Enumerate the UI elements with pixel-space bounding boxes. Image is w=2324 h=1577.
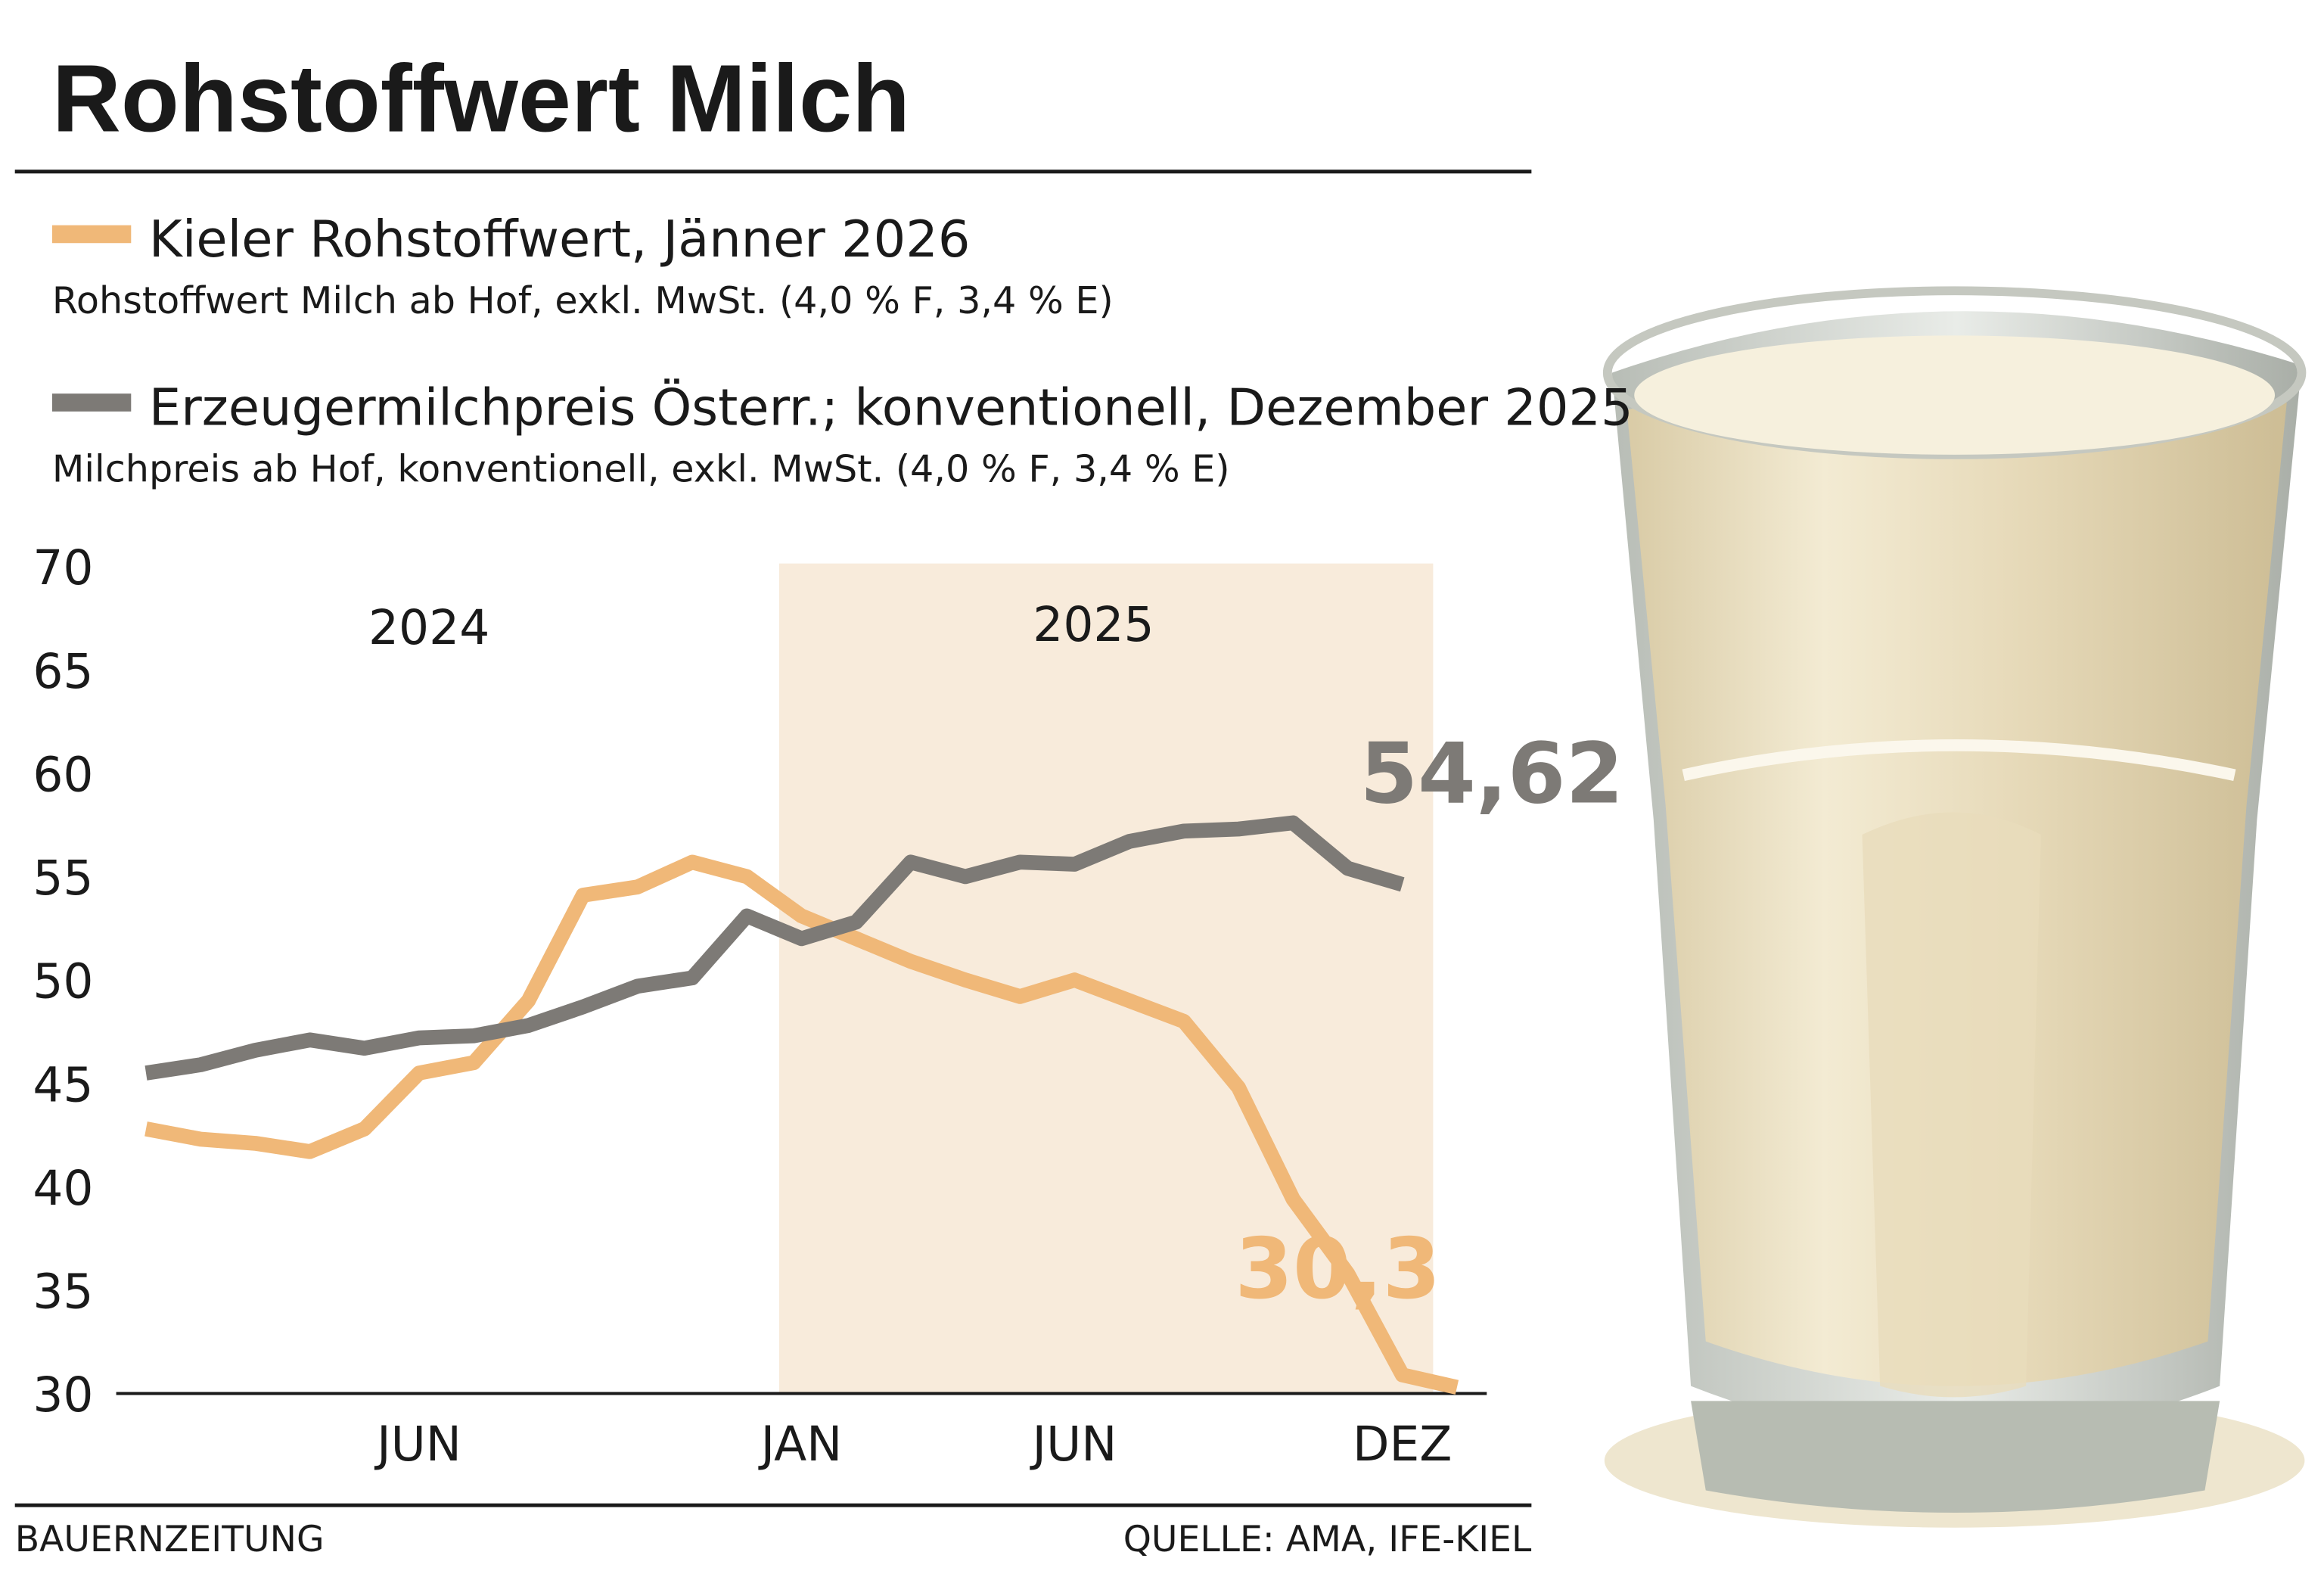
milk-glass [1602,286,2307,1528]
y-tick-label: 30 [33,1367,93,1423]
source: QUELLE: AMA, IFE-KIEL [1123,1519,1532,1560]
y-tick-label: 40 [33,1161,93,1216]
value-label: 30,3 [1235,1221,1440,1318]
legend-description: Milchpreis ab Hof, konventionell, exkl. … [52,446,1230,490]
publisher: BAUERNZEITUNG [15,1519,325,1560]
y-tick-label: 35 [33,1264,93,1320]
series-line [144,815,1405,1081]
y-tick-label: 60 [33,747,93,802]
legend-label: Erzeugermilchpreis Österr.; konventionel… [149,378,1633,437]
y-tick-label: 55 [33,851,93,906]
series-line [144,854,1459,1395]
y-tick-label: 65 [33,644,93,699]
x-tick-label: JUN [1030,1417,1117,1472]
y-tick-label: 50 [33,954,93,1009]
y-tick-label: 70 [33,540,93,596]
legend-label: Kieler Rohstoffwert, Jänner 2026 [149,210,971,269]
year-label: 2025 [1033,597,1154,652]
y-tick-label: 45 [33,1057,93,1112]
chart-title: Rohstoffwert Milch [52,45,910,152]
x-tick-label: JAN [758,1417,843,1472]
x-tick-label: DEZ [1353,1417,1452,1472]
value-label: 54,62 [1359,726,1623,823]
x-tick-label: JUN [374,1417,461,1472]
year-label: 2024 [368,600,489,655]
year-highlight [778,563,1434,1394]
legend-description: Rohstoffwert Milch ab Hof, exkl. MwSt. (… [52,278,1114,322]
